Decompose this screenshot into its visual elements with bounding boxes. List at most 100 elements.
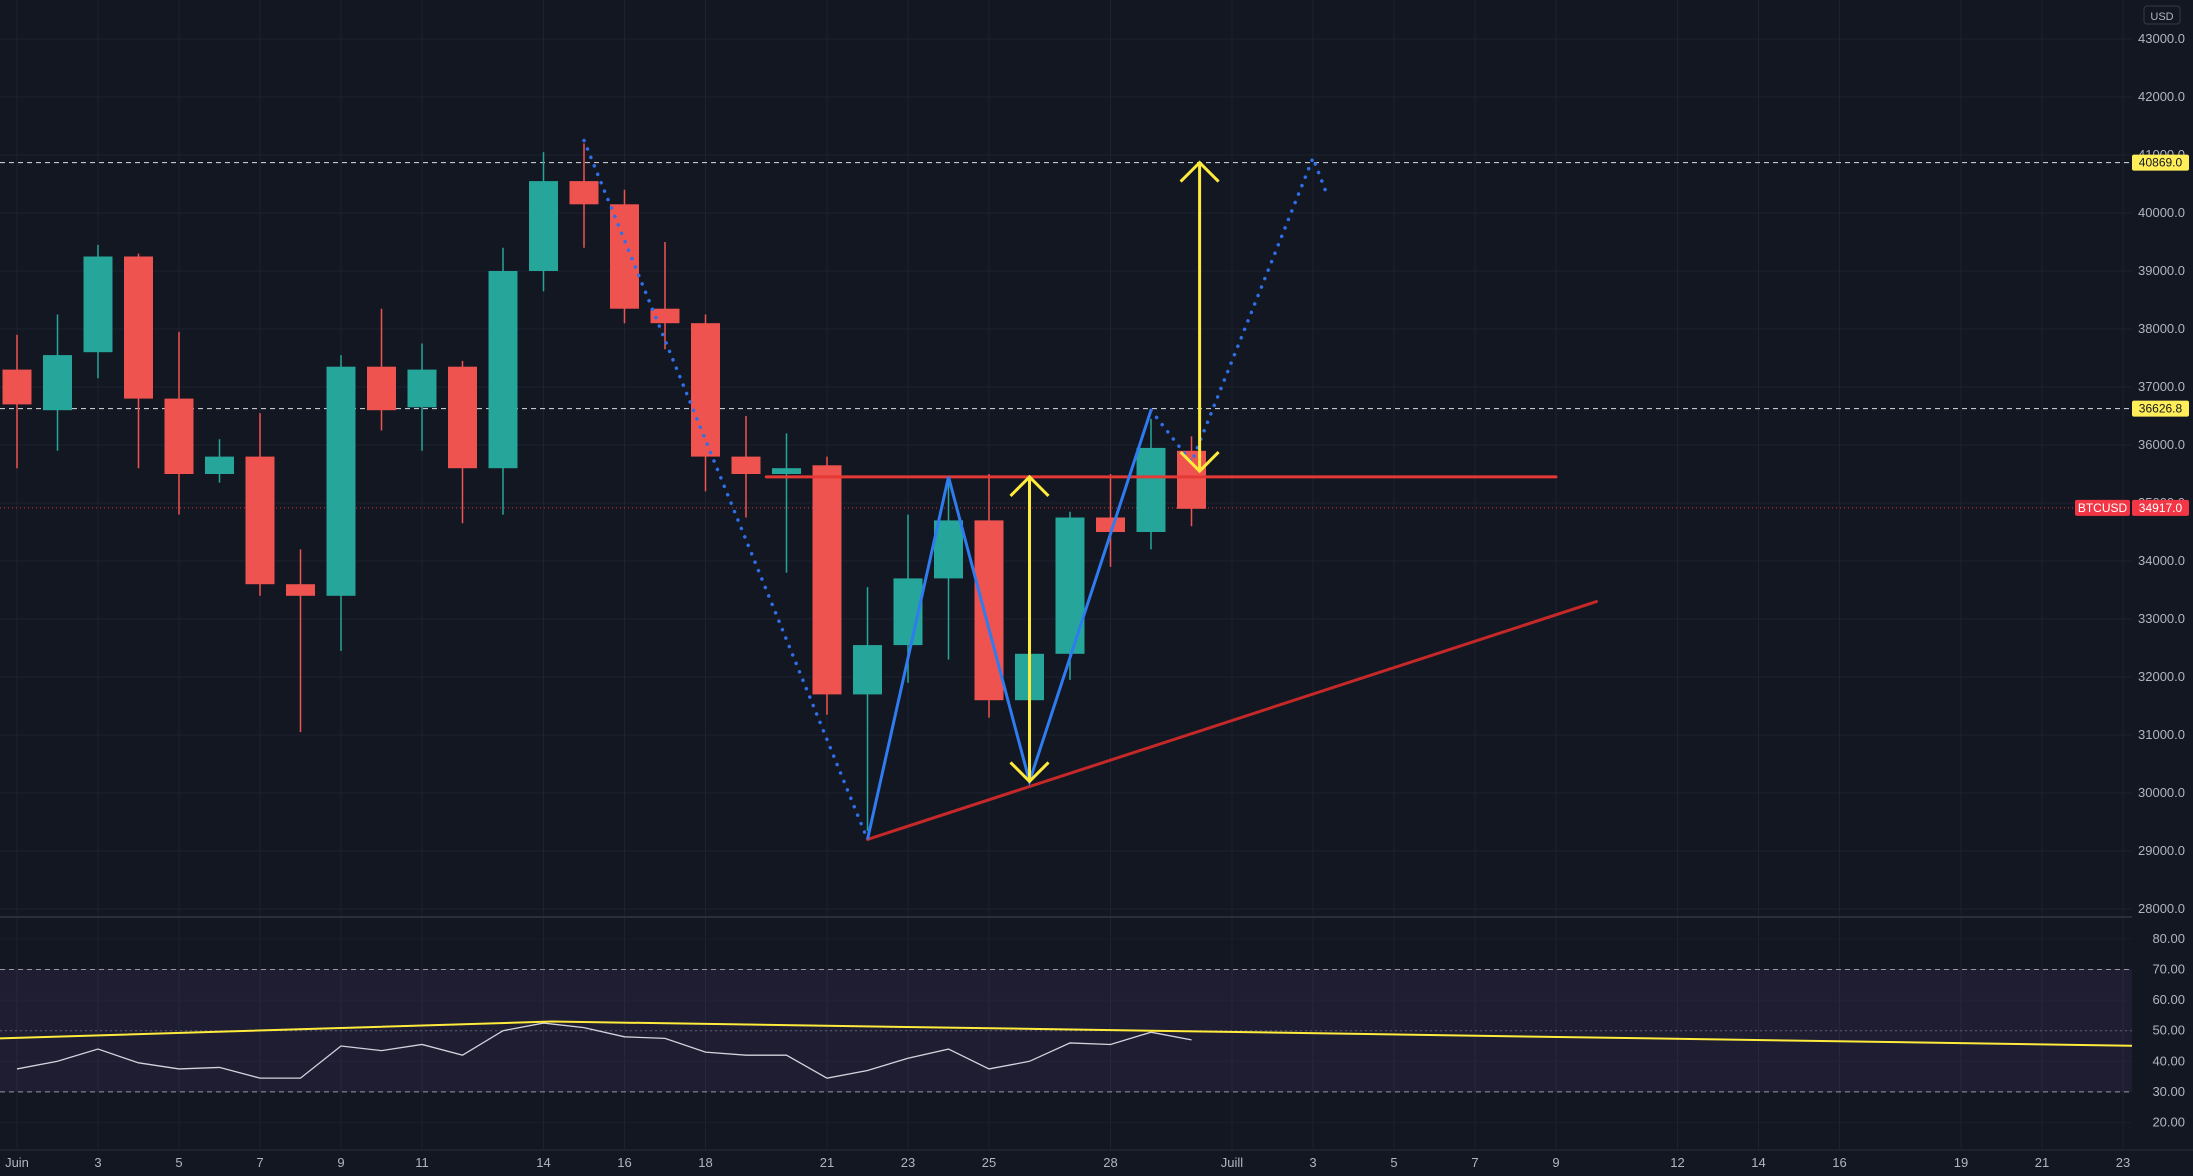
- candle-body[interactable]: [43, 355, 72, 411]
- candle-body[interactable]: [245, 456, 275, 585]
- date-tick-label: 9: [1552, 1155, 1559, 1170]
- candle-body[interactable]: [974, 520, 1004, 701]
- candle-body[interactable]: [772, 468, 801, 474]
- candle-body[interactable]: [853, 645, 882, 695]
- candle[interactable]: [1055, 511, 1085, 680]
- candle-body[interactable]: [448, 366, 477, 469]
- candle[interactable]: [488, 247, 518, 515]
- candle-body[interactable]: [1096, 517, 1125, 533]
- candle[interactable]: [610, 189, 639, 324]
- candle[interactable]: [650, 242, 680, 350]
- candle-body[interactable]: [164, 398, 194, 474]
- w-pattern[interactable]: [866, 409, 1153, 840]
- candle[interactable]: [164, 331, 194, 515]
- rsi-band: [0, 969, 2132, 1093]
- candle[interactable]: [407, 343, 437, 451]
- rsi-tick-label: 70.00: [2152, 962, 2185, 977]
- price-badge-background: [2132, 154, 2189, 171]
- support-trendline[interactable]: [866, 600, 1598, 841]
- candle[interactable]: [1096, 474, 1125, 567]
- drawings[interactable]: [582, 138, 1598, 842]
- rsi-tick-label: 50.00: [2152, 1023, 2185, 1038]
- candle-body[interactable]: [488, 271, 518, 469]
- candle[interactable]: [245, 413, 275, 596]
- rsi-axis[interactable]: 20.00 30.00 40.00 50.00 60.00 70.00 80.00: [2152, 931, 2185, 1130]
- candle-body[interactable]: [569, 181, 599, 205]
- price-tick-label: 31000.0: [2138, 727, 2185, 742]
- rsi-tick-label: 40.00: [2152, 1053, 2185, 1068]
- candle-body[interactable]: [529, 181, 558, 271]
- rsi-line: [16, 1022, 1192, 1079]
- date-tick-label: 28: [1103, 1155, 1117, 1170]
- candle[interactable]: [124, 253, 153, 469]
- measure-arrow[interactable]: [1179, 160, 1220, 474]
- candle[interactable]: [326, 355, 356, 651]
- candle[interactable]: [1136, 418, 1166, 550]
- candle-body[interactable]: [1177, 450, 1206, 509]
- date-tick-label: 12: [1670, 1155, 1684, 1170]
- candle[interactable]: [569, 143, 599, 248]
- symbol-badge-label: BTCUSD: [2078, 501, 2128, 515]
- candle-body[interactable]: [124, 256, 153, 399]
- candle-body[interactable]: [367, 366, 396, 411]
- candle[interactable]: [83, 244, 113, 379]
- candle[interactable]: [691, 314, 720, 492]
- candle-body[interactable]: [812, 465, 842, 695]
- price-tick-label: 32000.0: [2138, 669, 2185, 684]
- price-axis[interactable]: 28000.0 29000.0 30000.0 31000.0 32000.0 33000…: [2138, 31, 2185, 916]
- candle[interactable]: [43, 314, 72, 451]
- candle[interactable]: [934, 482, 963, 660]
- measure-arrow-head-bottom: [1009, 761, 1050, 784]
- price-badge: 40869.0: [2132, 154, 2189, 171]
- rsi-tick-label: 30.00: [2152, 1084, 2185, 1099]
- candle[interactable]: [812, 456, 842, 715]
- time-axis[interactable]: Juin 3 5 7 9 11 14 16 18 21 23 25 28 Juill 3 5 7 9 12 14 16 1…: [0, 1149, 2193, 1176]
- date-tick-label: 3: [1309, 1155, 1316, 1170]
- candle[interactable]: [367, 308, 396, 431]
- price-badge-label: 34917.0: [2139, 501, 2183, 515]
- dotted-projection-down[interactable]: [582, 138, 870, 842]
- candle-body[interactable]: [610, 204, 639, 309]
- price-badge: 36626.8: [2132, 400, 2189, 417]
- price-badge: 34917.0 BTCUSD: [2075, 499, 2189, 516]
- candle-body[interactable]: [650, 308, 680, 324]
- candle-body[interactable]: [286, 584, 315, 596]
- candle-body[interactable]: [731, 456, 761, 474]
- candle-body[interactable]: [205, 456, 234, 474]
- candle-body[interactable]: [407, 369, 437, 408]
- date-tick-label: 16: [1832, 1155, 1846, 1170]
- candle[interactable]: [853, 587, 882, 831]
- price-badge-label: 40869.0: [2139, 156, 2183, 170]
- candle-body[interactable]: [1055, 517, 1085, 654]
- date-tick-label: 21: [820, 1155, 834, 1170]
- candles[interactable]: [2, 143, 1207, 831]
- candle[interactable]: [448, 360, 477, 524]
- candle-body[interactable]: [691, 323, 720, 457]
- date-tick-label: Juin: [5, 1155, 29, 1170]
- candle[interactable]: [2, 334, 32, 469]
- price-tick-label: 28000.0: [2138, 901, 2185, 916]
- date-tick-label: 16: [617, 1155, 631, 1170]
- rsi-tick-label: 20.00: [2152, 1115, 2185, 1130]
- candle-body[interactable]: [326, 366, 356, 596]
- candle-body[interactable]: [1136, 447, 1166, 532]
- candle[interactable]: [731, 416, 761, 518]
- candle[interactable]: [529, 152, 558, 292]
- candle-body[interactable]: [83, 256, 113, 353]
- currency-label[interactable]: USD: [2143, 5, 2181, 25]
- candle[interactable]: [286, 549, 315, 733]
- candle[interactable]: [205, 439, 234, 483]
- candle-body[interactable]: [934, 520, 963, 579]
- dotted-projection-up[interactable]: [1149, 153, 1327, 466]
- currency-text: USD: [2150, 11, 2173, 23]
- price-tick-label: 30000.0: [2138, 785, 2185, 800]
- candle-body[interactable]: [2, 369, 32, 405]
- price-axis-background: [2132, 0, 2193, 1150]
- price-badge-label: 36626.8: [2139, 402, 2183, 416]
- measure-arrow[interactable]: [1009, 474, 1050, 784]
- candle[interactable]: [772, 433, 801, 573]
- candle[interactable]: [974, 474, 1004, 718]
- date-tick-label: 14: [1751, 1155, 1765, 1170]
